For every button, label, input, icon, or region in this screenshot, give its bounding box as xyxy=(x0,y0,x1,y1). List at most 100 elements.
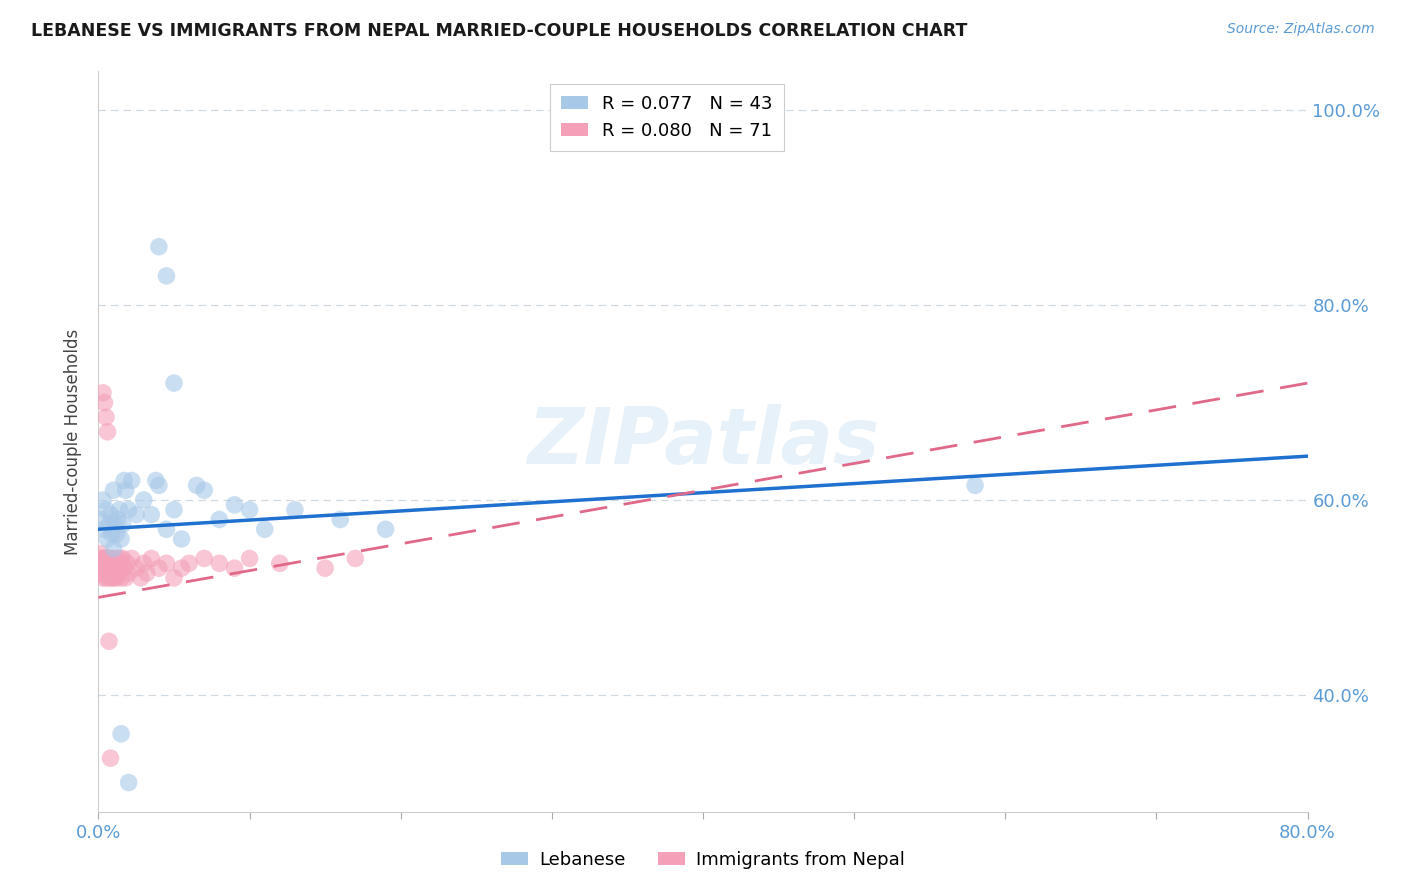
Point xyxy=(208,512,231,526)
Point xyxy=(91,561,114,575)
Point xyxy=(111,517,134,532)
Point xyxy=(101,557,124,571)
Point xyxy=(103,571,125,585)
Point xyxy=(104,566,127,580)
Point xyxy=(253,522,276,536)
Point xyxy=(104,557,127,571)
Point xyxy=(91,566,114,580)
Point xyxy=(98,561,121,575)
Point xyxy=(93,557,115,571)
Point xyxy=(105,527,128,541)
Point xyxy=(148,240,170,254)
Point xyxy=(148,561,170,575)
Point xyxy=(121,551,143,566)
Point xyxy=(284,502,307,516)
Point xyxy=(145,474,167,488)
Point xyxy=(121,474,143,488)
Point xyxy=(110,532,132,546)
Point xyxy=(155,557,177,571)
Point xyxy=(208,557,231,571)
Point xyxy=(110,557,132,571)
Point xyxy=(163,571,186,585)
Point xyxy=(107,566,129,580)
Point xyxy=(103,551,125,566)
Point xyxy=(108,561,131,575)
Point xyxy=(96,425,118,439)
Point xyxy=(100,508,122,522)
Point xyxy=(100,566,122,580)
Point xyxy=(96,566,118,580)
Point xyxy=(132,557,155,571)
Point xyxy=(155,268,177,283)
Point xyxy=(90,566,112,580)
Point xyxy=(193,483,215,498)
Point xyxy=(125,508,148,522)
Point xyxy=(141,508,163,522)
Point xyxy=(91,493,114,508)
Point xyxy=(101,527,124,541)
Point xyxy=(90,557,112,571)
Point xyxy=(344,551,367,566)
Point xyxy=(163,376,186,390)
Legend: Lebanese, Immigrants from Nepal: Lebanese, Immigrants from Nepal xyxy=(494,844,912,876)
Point xyxy=(118,502,141,516)
Text: Source: ZipAtlas.com: Source: ZipAtlas.com xyxy=(1227,22,1375,37)
Point xyxy=(96,551,118,566)
Text: LEBANESE VS IMMIGRANTS FROM NEPAL MARRIED-COUPLE HOUSEHOLDS CORRELATION CHART: LEBANESE VS IMMIGRANTS FROM NEPAL MARRIE… xyxy=(31,22,967,40)
Point xyxy=(224,561,246,575)
Point xyxy=(186,478,208,492)
Point xyxy=(98,551,121,566)
Point xyxy=(108,502,131,516)
Point xyxy=(118,566,141,580)
Point xyxy=(105,561,128,575)
Point xyxy=(89,561,111,575)
Point xyxy=(98,517,121,532)
Point xyxy=(110,571,132,585)
Point xyxy=(125,561,148,575)
Point xyxy=(239,502,262,516)
Point xyxy=(98,571,121,585)
Point xyxy=(89,551,111,566)
Point xyxy=(101,561,124,575)
Point xyxy=(96,532,118,546)
Point xyxy=(107,512,129,526)
Point xyxy=(100,751,122,765)
Point xyxy=(103,541,125,556)
Point xyxy=(135,566,157,580)
Point xyxy=(269,557,291,571)
Point xyxy=(94,502,117,516)
Point xyxy=(104,517,127,532)
Point xyxy=(110,727,132,741)
Point xyxy=(94,571,117,585)
Point xyxy=(105,551,128,566)
Point xyxy=(91,551,114,566)
Point xyxy=(90,547,112,561)
Point xyxy=(114,571,136,585)
Point xyxy=(100,551,122,566)
Point xyxy=(132,493,155,508)
Point xyxy=(329,512,352,526)
Point xyxy=(93,551,115,566)
Point xyxy=(94,561,117,575)
Point xyxy=(111,551,134,566)
Point xyxy=(965,478,987,492)
Point xyxy=(155,522,177,536)
Point xyxy=(163,502,186,516)
Point xyxy=(179,557,201,571)
Point xyxy=(107,557,129,571)
Legend: R = 0.077   N = 43, R = 0.080   N = 71: R = 0.077 N = 43, R = 0.080 N = 71 xyxy=(550,84,783,151)
Point xyxy=(170,532,193,546)
Point xyxy=(98,634,121,648)
Point xyxy=(314,561,336,575)
Point xyxy=(103,561,125,575)
Point xyxy=(224,498,246,512)
Point xyxy=(374,522,396,536)
Point xyxy=(103,483,125,498)
Point xyxy=(193,551,215,566)
Point xyxy=(91,571,114,585)
Point xyxy=(94,557,117,571)
Point xyxy=(93,566,115,580)
Point xyxy=(94,410,117,425)
Point xyxy=(90,512,112,526)
Point xyxy=(114,483,136,498)
